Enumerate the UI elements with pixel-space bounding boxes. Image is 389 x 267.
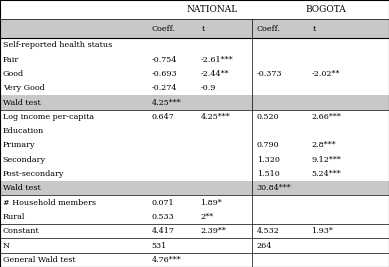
Text: 1.320: 1.320: [257, 156, 280, 164]
Text: -2.02**: -2.02**: [311, 70, 340, 78]
Text: 30.84***: 30.84***: [257, 184, 291, 192]
Text: Primary: Primary: [3, 142, 35, 150]
Text: Coeff.: Coeff.: [257, 25, 280, 33]
Text: NATIONAL: NATIONAL: [186, 5, 238, 14]
Text: 2.39**: 2.39**: [200, 227, 226, 235]
Text: Secondary: Secondary: [3, 156, 46, 164]
Text: Very Good: Very Good: [3, 84, 44, 92]
Text: 4.532: 4.532: [257, 227, 280, 235]
Bar: [0, 181, 389, 195]
Text: 531: 531: [152, 242, 167, 250]
Text: Post-secondary: Post-secondary: [3, 170, 64, 178]
Text: -0.274: -0.274: [152, 84, 177, 92]
Text: 1.510: 1.510: [257, 170, 279, 178]
Text: 4.417: 4.417: [152, 227, 175, 235]
Text: -2.61***: -2.61***: [200, 56, 233, 64]
Text: 0.520: 0.520: [257, 113, 279, 121]
Text: -0.373: -0.373: [257, 70, 282, 78]
Text: 0.790: 0.790: [257, 142, 279, 150]
Text: 264: 264: [257, 242, 272, 250]
Text: -0.693: -0.693: [152, 70, 177, 78]
Text: # Household members: # Household members: [3, 199, 96, 207]
Text: 4.25***: 4.25***: [152, 99, 181, 107]
Bar: [0, 19, 389, 38]
Text: Rural: Rural: [3, 213, 25, 221]
Text: General Wald test: General Wald test: [3, 256, 75, 264]
Text: Good: Good: [3, 70, 24, 78]
Text: t: t: [202, 25, 205, 33]
Text: 1.89*: 1.89*: [200, 199, 222, 207]
Text: 2.66***: 2.66***: [311, 113, 341, 121]
Text: -2.44**: -2.44**: [200, 70, 229, 78]
Text: Education: Education: [3, 127, 44, 135]
Text: 0.533: 0.533: [152, 213, 174, 221]
Text: -0.9: -0.9: [200, 84, 216, 92]
Text: Wald test: Wald test: [3, 184, 40, 192]
Text: BOGOTA: BOGOTA: [305, 5, 346, 14]
Text: Wald test: Wald test: [3, 99, 40, 107]
Text: Coeff.: Coeff.: [152, 25, 175, 33]
Text: Fair: Fair: [3, 56, 19, 64]
Text: 0.647: 0.647: [152, 113, 174, 121]
Text: 4.76***: 4.76***: [152, 256, 181, 264]
Text: -0.754: -0.754: [152, 56, 177, 64]
Text: Constant: Constant: [3, 227, 39, 235]
Text: Self-reported health status: Self-reported health status: [3, 41, 112, 49]
Text: 0.071: 0.071: [152, 199, 174, 207]
Text: 2**: 2**: [200, 213, 214, 221]
Text: 5.24***: 5.24***: [311, 170, 341, 178]
Text: t: t: [312, 25, 315, 33]
Text: Log income per-capita: Log income per-capita: [3, 113, 94, 121]
Text: N: N: [3, 242, 10, 250]
Bar: [0, 95, 389, 110]
Text: 9.12***: 9.12***: [311, 156, 341, 164]
Text: 4.25***: 4.25***: [200, 113, 230, 121]
Text: 1.93*: 1.93*: [311, 227, 333, 235]
Text: 2.8***: 2.8***: [311, 142, 336, 150]
